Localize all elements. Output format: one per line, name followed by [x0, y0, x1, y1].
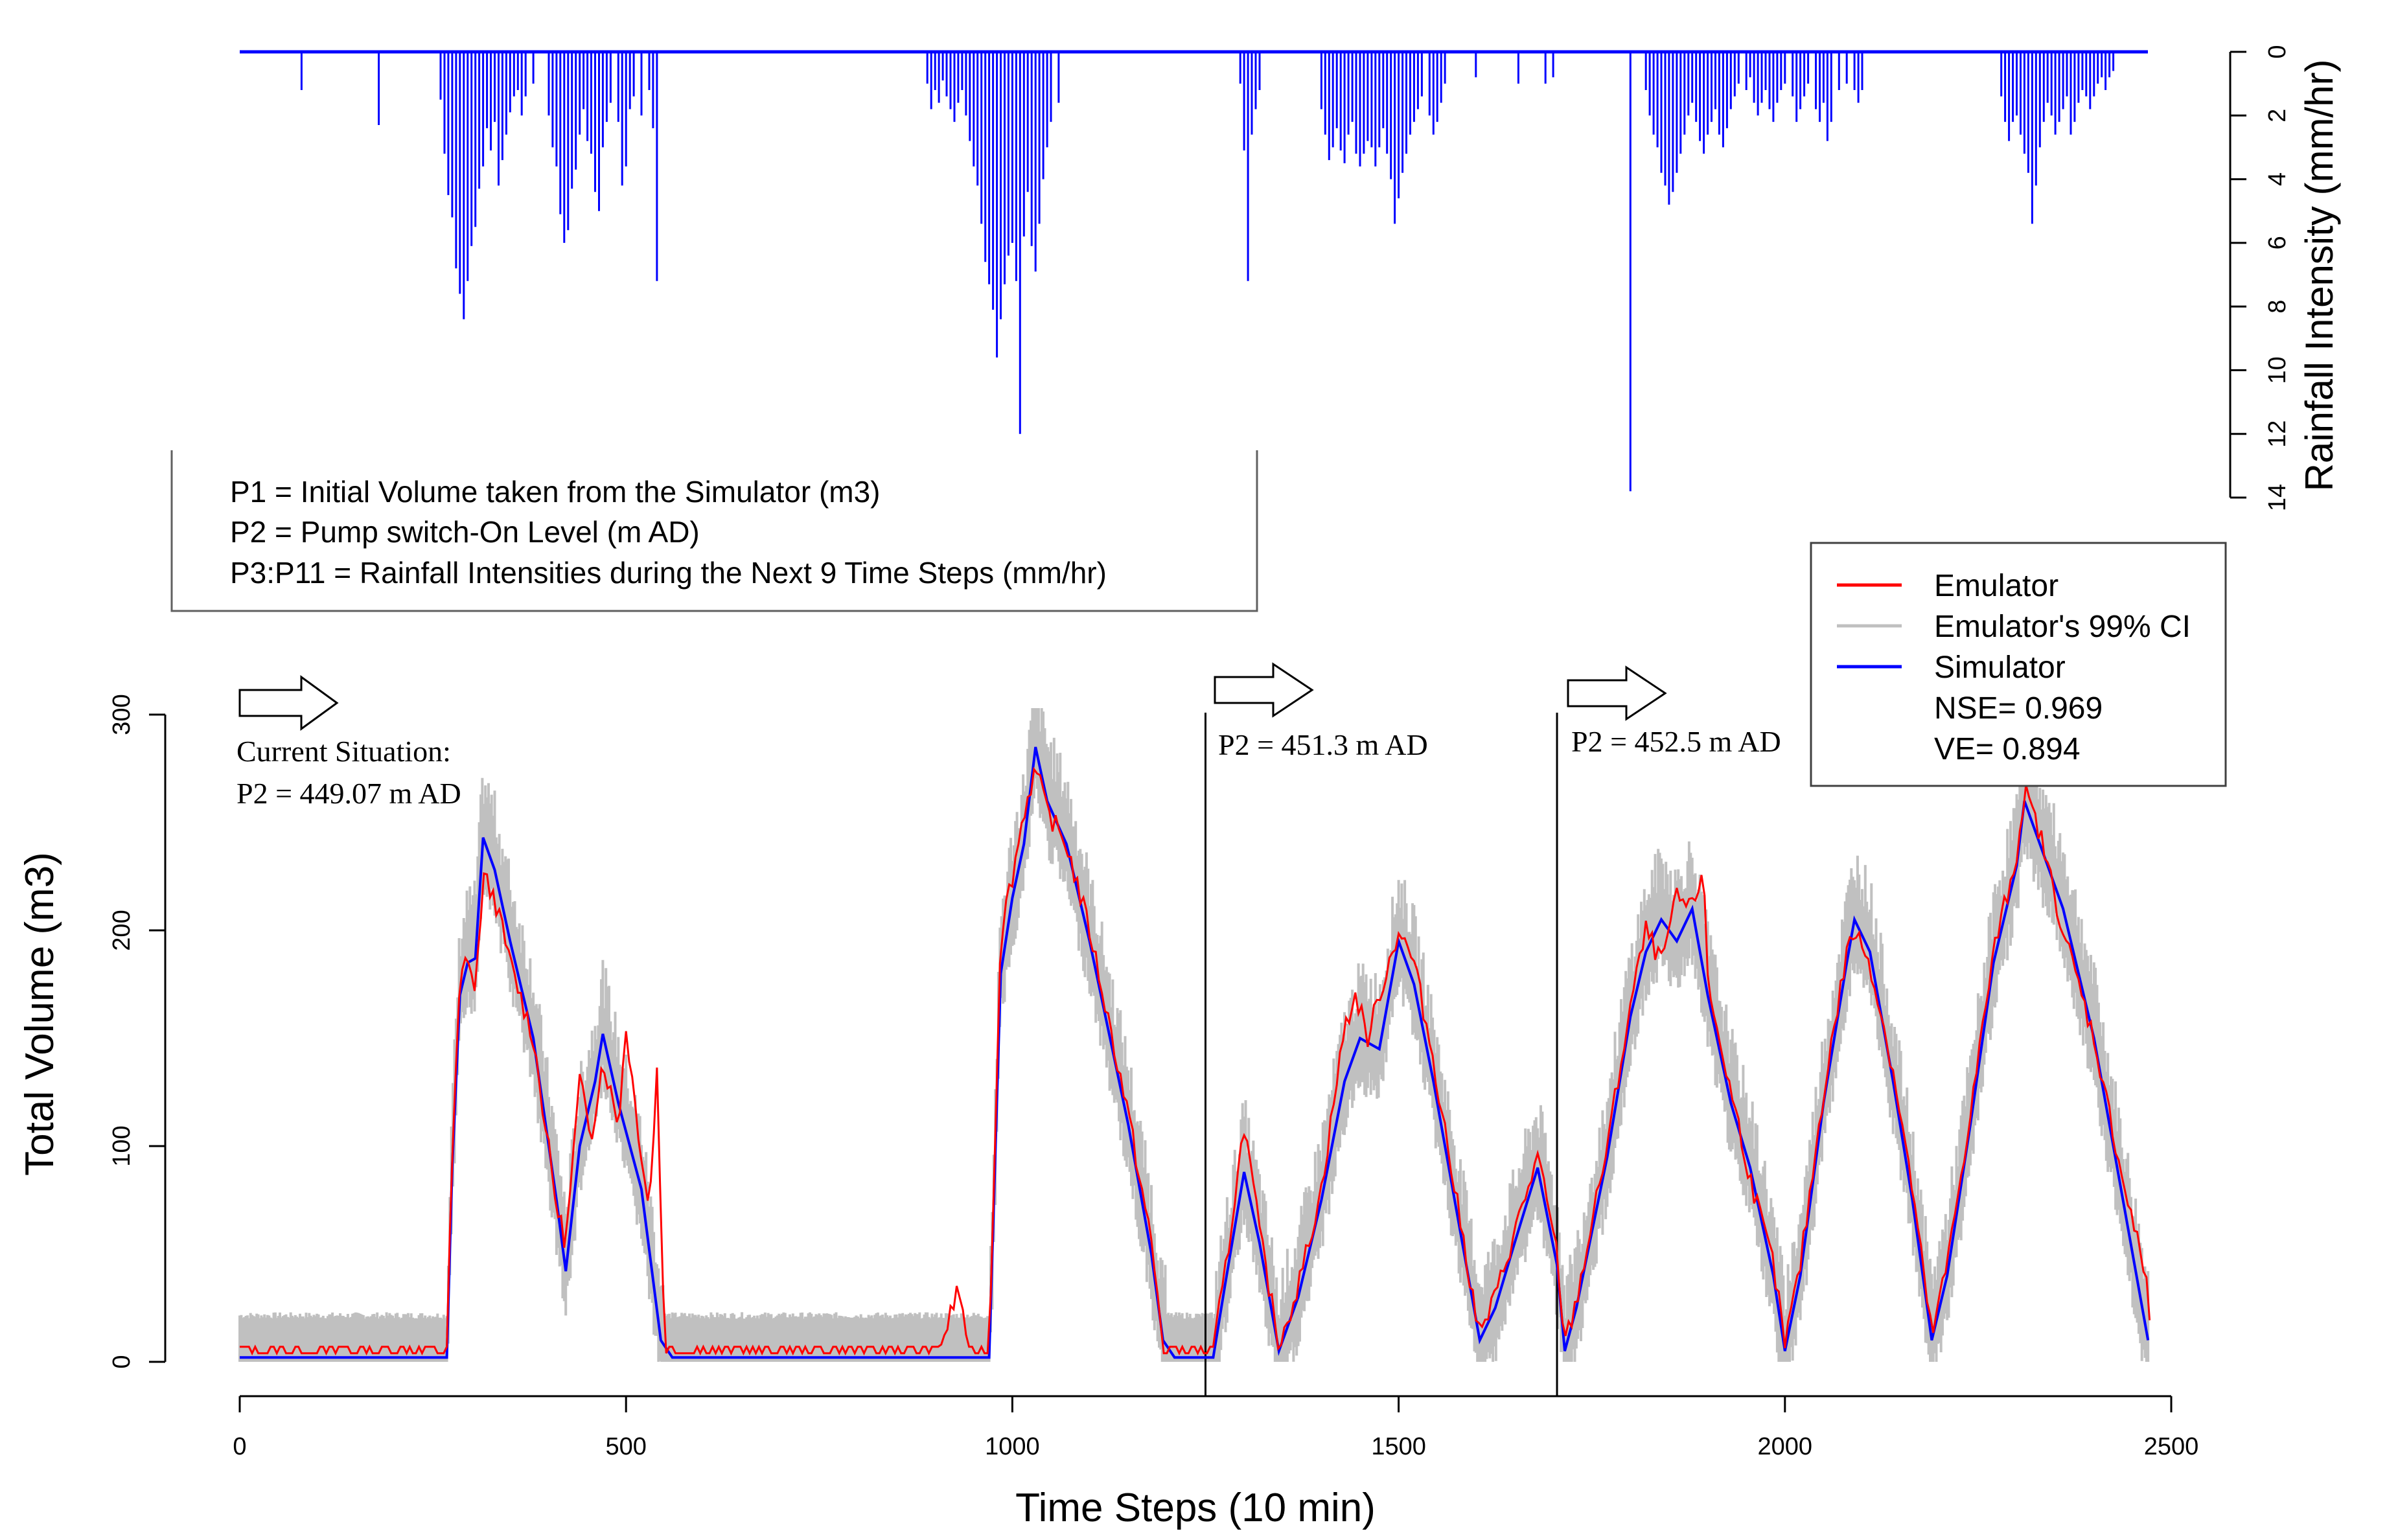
x-tick-label: 1000 [985, 1433, 1040, 1460]
legend-label-emulator: Emulator [1934, 569, 2058, 603]
rainfall-tick-label: 2 [2264, 109, 2291, 122]
rainfall-axis: 0 2 4 6 8 10 12 14 [2229, 45, 2291, 511]
y-axis: 0 100 200 300 [108, 694, 167, 1369]
y-tick-label: 0 [108, 1355, 135, 1368]
arrow-icon [1567, 665, 1667, 721]
rainfall-tick-label: 12 [2264, 420, 2291, 448]
rainfall-tick-label: 14 [2264, 484, 2291, 511]
rainfall-tick-label: 10 [2264, 356, 2291, 384]
rainfall-tick-label: 6 [2264, 236, 2291, 249]
info-line-2: P2 = Pump switch-On Level (m AD) [230, 515, 700, 549]
legend: Emulator Emulator's 99% CI Simulator NSE… [1810, 542, 2227, 787]
x-axis: 0 500 1000 1500 2000 2500 [233, 1395, 2199, 1460]
annotation-p2-third: P2 = 452.5 m AD [1571, 725, 1781, 758]
ci-band [238, 708, 2150, 1362]
rainfall-panel: 0 2 4 6 8 10 12 14 Rainfall Intensity (mm/hr) [240, 45, 2341, 511]
x-tick-label: 1500 [1371, 1433, 1426, 1460]
legend-stat-ve: VE= 0.894 [1934, 732, 2081, 766]
legend-label-ci: Emulator's 99% CI [1934, 610, 2191, 644]
annotation-p2-second: P2 = 451.3 m AD [1218, 728, 1428, 761]
x-tick-label: 0 [233, 1433, 246, 1460]
info-box: P1 = Initial Volume taken from the Simul… [170, 450, 1258, 612]
rainfall-tick-label: 0 [2264, 45, 2291, 58]
x-axis-label: Time Steps (10 min) [1015, 1486, 1376, 1530]
y-tick-label: 300 [108, 694, 135, 735]
rainfall-axis-label: Rainfall Intensity (mm/hr) [2298, 60, 2341, 492]
arrow-icon [238, 675, 339, 731]
annotation-p2-current: P2 = 449.07 m AD [236, 777, 461, 810]
ci-band-strokes [238, 708, 2150, 1362]
x-tick-label: 2500 [2144, 1433, 2199, 1460]
simulator-line [240, 746, 2150, 1359]
info-line-3: P3:P11 = Rainfall Intensities during the… [230, 556, 1107, 590]
legend-stat-nse: NSE= 0.969 [1934, 691, 2103, 726]
y-tick-label: 200 [108, 910, 135, 950]
x-tick-label: 500 [605, 1433, 646, 1460]
arrow-icon [1214, 662, 1314, 718]
volume-panel: 0 500 1000 1500 2000 2500 0 100 200 300 Time Ste… [17, 542, 2227, 1530]
annotation-current-situation: Current Situation: [236, 735, 451, 768]
scenario-divider-lines [1205, 713, 1558, 1396]
emulator-line [240, 766, 2151, 1356]
y-tick-label: 100 [108, 1125, 135, 1166]
x-tick-label: 2000 [1758, 1433, 1813, 1460]
rainfall-bars [300, 52, 2115, 492]
rainfall-tick-label: 8 [2264, 300, 2291, 314]
info-line-1: P1 = Initial Volume taken from the Simul… [230, 475, 881, 509]
legend-label-simulator: Simulator [1934, 650, 2066, 685]
rainfall-tick-label: 4 [2264, 172, 2291, 186]
y-axis-label: Total Volume (m3) [17, 852, 62, 1176]
info-box-frame [170, 450, 1258, 612]
